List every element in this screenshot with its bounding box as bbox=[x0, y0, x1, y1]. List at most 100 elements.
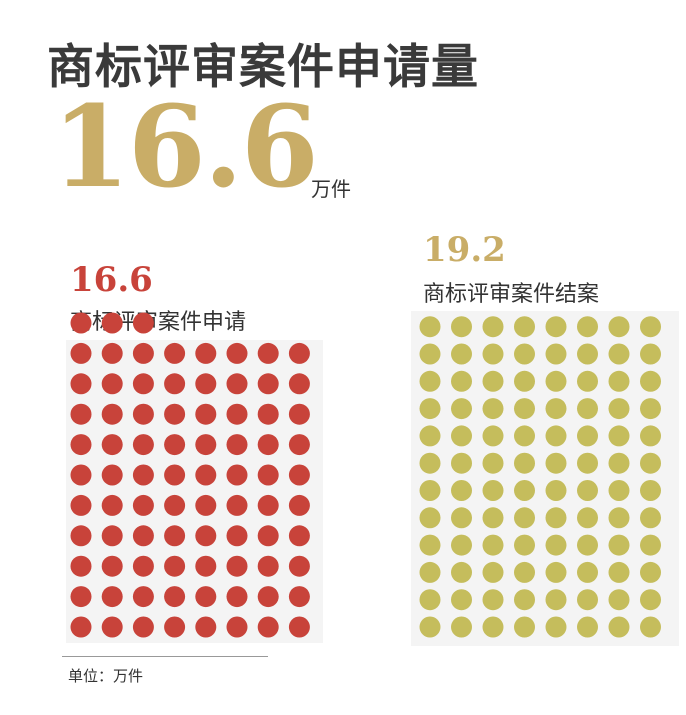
application-dot bbox=[226, 555, 248, 577]
closed-dot bbox=[482, 480, 504, 501]
closed-dot bbox=[482, 507, 504, 529]
application-dot bbox=[257, 464, 279, 486]
application-dot bbox=[288, 434, 310, 456]
closed-dot bbox=[577, 561, 598, 583]
application-dot bbox=[288, 494, 310, 516]
closed-dot bbox=[640, 316, 661, 338]
closed-dot bbox=[545, 480, 567, 501]
closed-dot bbox=[482, 425, 504, 447]
closed-dot bbox=[419, 480, 441, 501]
application-value-label: 16.6 bbox=[70, 260, 153, 300]
application-dot bbox=[132, 586, 154, 608]
application-dot bbox=[257, 373, 279, 395]
application-dot bbox=[195, 342, 217, 364]
closed-dot bbox=[419, 507, 441, 529]
closed-dot bbox=[640, 398, 661, 420]
closed-dot bbox=[451, 425, 472, 447]
closed-dot bbox=[419, 452, 441, 474]
closed-dot bbox=[451, 507, 472, 529]
closed-dot bbox=[608, 507, 630, 529]
closed-dot bbox=[640, 561, 661, 583]
application-dot bbox=[257, 586, 279, 608]
application-dot bbox=[288, 586, 310, 608]
application-dot bbox=[101, 494, 123, 516]
closed-dot bbox=[608, 534, 630, 556]
application-dot bbox=[70, 555, 92, 577]
application-dot bbox=[257, 342, 279, 364]
closed-dot bbox=[608, 480, 630, 501]
application-dot bbox=[195, 616, 217, 638]
closed-dot bbox=[545, 316, 567, 338]
application-dot bbox=[101, 464, 123, 486]
application-dot bbox=[164, 403, 186, 425]
closed-dot bbox=[514, 343, 535, 365]
application-dot bbox=[70, 403, 92, 425]
closed-dot bbox=[482, 534, 504, 556]
closed-dot bbox=[419, 616, 441, 638]
closed-dot bbox=[545, 370, 567, 392]
application-dot bbox=[226, 525, 248, 547]
application-dot bbox=[257, 434, 279, 456]
closed-dot bbox=[545, 452, 567, 474]
closed-dot bbox=[608, 343, 630, 365]
application-dot bbox=[195, 373, 217, 395]
closed-series-label: 商标评审案件结案 bbox=[423, 282, 600, 307]
closed-dot bbox=[451, 616, 472, 638]
closed-dot bbox=[419, 316, 441, 338]
closed-dot bbox=[640, 616, 661, 638]
application-dot bbox=[164, 586, 186, 608]
closed-dot bbox=[482, 316, 504, 338]
closed-dot bbox=[482, 452, 504, 474]
application-dot bbox=[164, 494, 186, 516]
closed-dot bbox=[545, 534, 567, 556]
closed-dot bbox=[640, 370, 661, 392]
closed-dot bbox=[514, 370, 535, 392]
closed-dot bbox=[640, 343, 661, 365]
application-dot bbox=[101, 434, 123, 456]
page-title: 商标评审案件申请量 bbox=[47, 40, 479, 95]
closed-dot bbox=[545, 561, 567, 583]
application-dot bbox=[257, 403, 279, 425]
application-dot bbox=[70, 434, 92, 456]
application-dot bbox=[132, 342, 154, 364]
closed-dot bbox=[577, 480, 598, 501]
application-dot bbox=[164, 525, 186, 547]
closed-dot bbox=[640, 507, 661, 529]
closed-dot bbox=[608, 370, 630, 392]
closed-dot bbox=[577, 507, 598, 529]
application-dot bbox=[101, 555, 123, 577]
application-dot bbox=[164, 555, 186, 577]
application-dot bbox=[70, 373, 92, 395]
application-dot bbox=[226, 434, 248, 456]
application-series-label: 商标评审案件申请 bbox=[70, 310, 247, 335]
closed-dot bbox=[577, 398, 598, 420]
application-dot bbox=[132, 373, 154, 395]
application-dot bbox=[70, 616, 92, 638]
closed-dot bbox=[577, 589, 598, 611]
application-dot bbox=[70, 586, 92, 608]
closed-dot bbox=[514, 398, 535, 420]
application-dot bbox=[288, 403, 310, 425]
application-dot bbox=[164, 434, 186, 456]
application-dot bbox=[132, 434, 154, 456]
divider bbox=[62, 656, 268, 657]
application-dot bbox=[226, 494, 248, 516]
application-dot bbox=[132, 525, 154, 547]
application-dot bbox=[132, 312, 154, 334]
application-dot bbox=[288, 525, 310, 547]
application-dot bbox=[70, 494, 92, 516]
closed-dot bbox=[608, 425, 630, 447]
application-dot bbox=[101, 373, 123, 395]
closed-dot bbox=[419, 589, 441, 611]
closed-dot bbox=[577, 370, 598, 392]
closed-dot bbox=[545, 507, 567, 529]
closed-dot bbox=[608, 452, 630, 474]
closed-dot bbox=[451, 316, 472, 338]
application-dot bbox=[132, 403, 154, 425]
application-dot bbox=[101, 586, 123, 608]
closed-dot bbox=[514, 316, 535, 338]
closed-dot bbox=[419, 534, 441, 556]
application-dot bbox=[257, 525, 279, 547]
closed-dot bbox=[514, 507, 535, 529]
headline-unit: 万件 bbox=[311, 177, 351, 201]
